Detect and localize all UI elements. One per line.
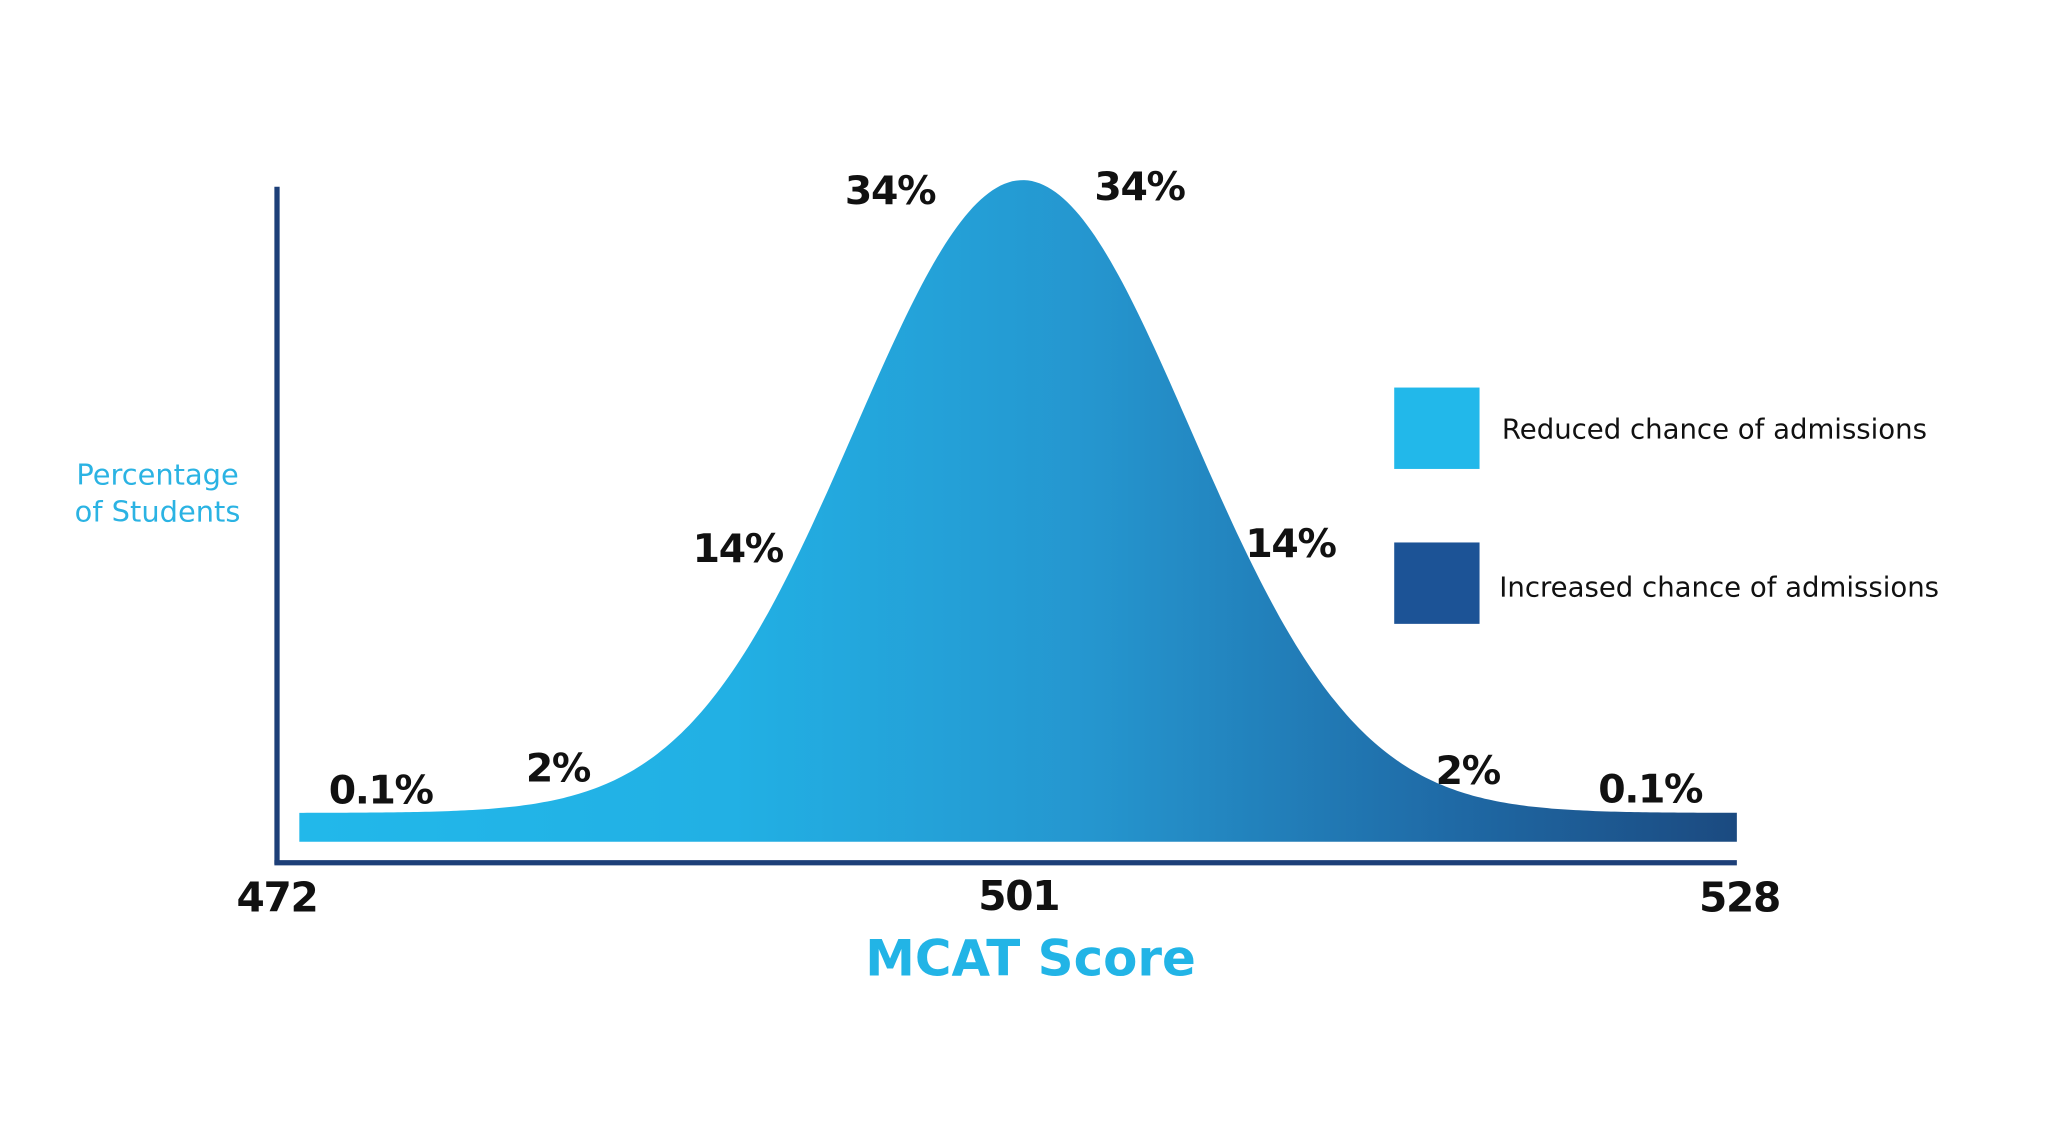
y-axis-title: Percentage of Students <box>75 458 241 529</box>
segment-label: 2% <box>526 745 591 791</box>
legend-swatch-reduced <box>1394 387 1480 469</box>
distribution-area <box>299 180 1737 842</box>
segment-label: 34% <box>1094 164 1185 210</box>
segment-label: 14% <box>1245 521 1336 567</box>
x-tick-label: 472 <box>237 873 318 921</box>
legend-label-reduced: Reduced chance of admissions <box>1502 414 1927 446</box>
segment-label: 2% <box>1436 748 1501 794</box>
x-tick-label: 528 <box>1699 873 1780 921</box>
x-tick-label: 501 <box>978 872 1059 920</box>
segment-label: 0.1% <box>1598 766 1703 812</box>
segment-label: 0.1% <box>329 768 434 814</box>
legend-label-increased: Increased chance of admissions <box>1499 571 1939 603</box>
segment-label: 34% <box>845 168 936 214</box>
legend-swatch-increased <box>1394 542 1480 624</box>
x-axis-title: MCAT Score <box>865 930 1196 988</box>
segment-label: 14% <box>693 526 784 572</box>
